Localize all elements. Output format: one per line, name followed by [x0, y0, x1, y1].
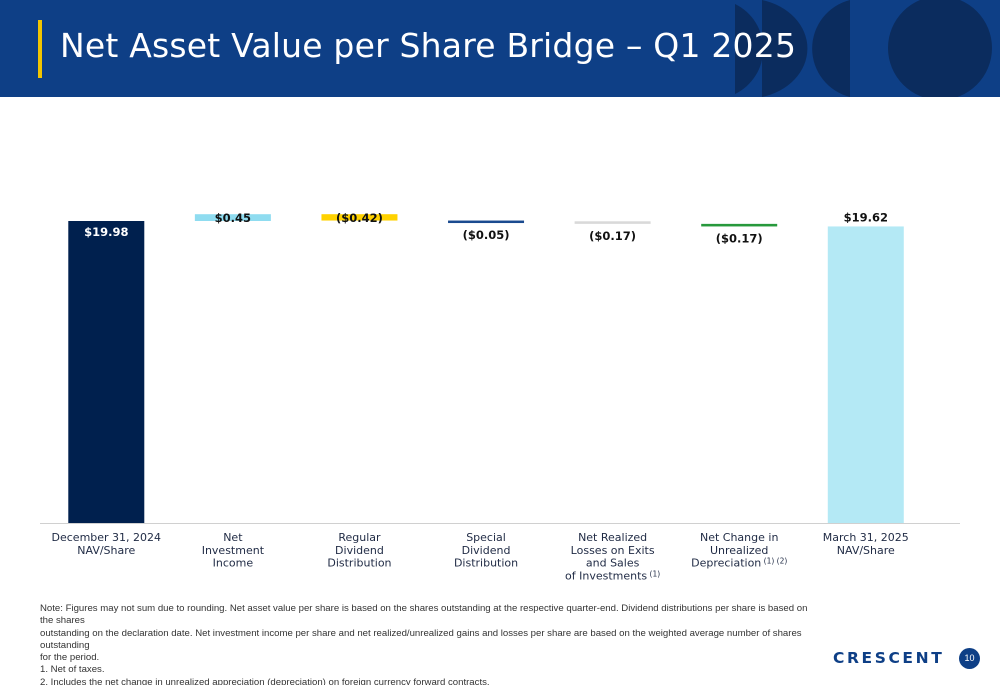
- x-tick-label: NAV/Share: [837, 544, 895, 557]
- x-tick-label: Losses on Exits: [571, 544, 655, 557]
- x-tick-label: Distribution: [454, 557, 518, 570]
- note-line: outstanding on the declaration date. Net…: [40, 627, 802, 651]
- x-tick-label: December 31, 2024: [52, 531, 162, 544]
- deco-half-circle-2: [762, 0, 808, 97]
- data-label-3: ($0.05): [463, 228, 510, 242]
- page-title: Net Asset Value per Share Bridge – Q1 20…: [60, 26, 797, 65]
- deco-half-circle-1: [735, 4, 764, 94]
- x-tick-label: Special: [466, 531, 506, 544]
- x-tick-footnote-ref: (1): [647, 569, 660, 578]
- data-label-4: ($0.17): [589, 229, 636, 243]
- x-tick-label: Net Change in: [700, 531, 778, 544]
- x-tick-label: Depreciation (1) (2): [691, 557, 787, 570]
- data-label-1: $0.45: [215, 211, 251, 225]
- x-tick-label: and Sales: [586, 557, 640, 570]
- footnote-1: 1. Net of taxes.: [40, 664, 105, 676]
- deco-half-circle-3: [812, 0, 850, 97]
- x-tick-label: Distribution: [327, 557, 391, 570]
- x-tick-label: Unrealized: [710, 544, 768, 557]
- x-tick-label: Net: [223, 531, 243, 544]
- bar-5: [701, 223, 778, 227]
- note-line: for the period.: [40, 652, 100, 664]
- bar-3: [448, 220, 525, 224]
- deco-circle-4: [888, 0, 992, 97]
- crescent-logo: CRESCENT: [833, 649, 945, 667]
- x-tick-footnote-ref: (1) (2): [761, 557, 787, 566]
- bar-6: [827, 226, 904, 523]
- decorative-half-circles: [735, 0, 992, 97]
- x-tick-label: Income: [213, 557, 254, 570]
- x-tick-label: NAV/Share: [77, 544, 135, 557]
- bar-0: [68, 221, 145, 523]
- x-tick-label: of Investments (1): [565, 569, 660, 582]
- bar-2: [321, 214, 398, 221]
- x-tick-label: Net Realized: [578, 531, 647, 544]
- data-label-5: ($0.17): [716, 231, 763, 245]
- bar-4: [574, 221, 651, 224]
- title-accent-bar: [38, 20, 42, 78]
- x-tick-label: March 31, 2025: [823, 531, 909, 544]
- data-label-6: $19.62: [844, 210, 888, 224]
- data-label-0: $19.98: [84, 225, 128, 239]
- note-line: Note: Figures may not sum due to roundin…: [40, 603, 808, 627]
- x-tick-label: Dividend: [462, 544, 511, 557]
- footnotes: Note: Figures may not sum due to roundin…: [40, 603, 810, 685]
- x-tick-label: Dividend: [335, 544, 384, 557]
- data-label-2: ($0.42): [336, 211, 383, 225]
- x-tick-label: Regular: [338, 531, 381, 544]
- title-banner: Net Asset Value per Share Bridge – Q1 20…: [0, 0, 1000, 97]
- bar-1: [194, 214, 271, 221]
- page-number: 10: [959, 648, 980, 669]
- x-tick-label: Investment: [202, 544, 265, 557]
- footnote-2: 2. Includes the net change in unrealized…: [40, 676, 490, 685]
